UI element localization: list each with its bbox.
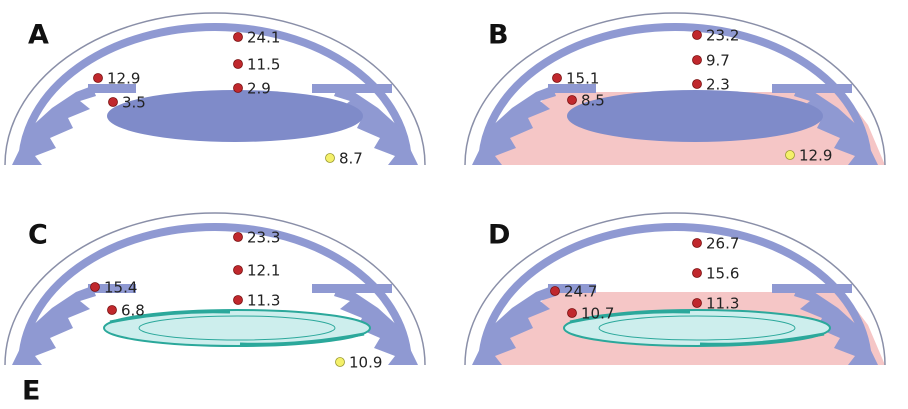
eye-panel: D 26.7 15.6 11.3 24.7 10.7 xyxy=(465,213,885,365)
measure-value: 15.1 xyxy=(566,70,599,88)
measure-point xyxy=(234,60,243,69)
angle-left xyxy=(12,286,96,365)
measure-value: 6.8 xyxy=(121,302,145,320)
measure-value: 24.7 xyxy=(564,283,597,301)
measure-point xyxy=(94,74,103,83)
measure-point xyxy=(693,299,702,308)
measure-value: 23.3 xyxy=(247,229,280,247)
eye-panel: B 23.2 9.7 2.3 15.1 8.5 12.9 xyxy=(465,13,885,165)
measure-value: 11.5 xyxy=(247,56,280,74)
measure-point xyxy=(234,33,243,42)
lens xyxy=(567,90,823,142)
measure-value: 3.5 xyxy=(122,94,146,112)
measure-point xyxy=(326,154,335,163)
panel-label: A xyxy=(28,20,49,51)
iris-right xyxy=(312,284,392,293)
measure-point xyxy=(553,74,562,83)
measure-point xyxy=(693,239,702,248)
measure-point xyxy=(568,96,577,105)
eye-panel: C 23.3 12.1 11.3 15.4 6.8 10.9 xyxy=(5,213,425,372)
measure-value: 26.7 xyxy=(706,235,739,253)
measure-point xyxy=(336,358,345,367)
measure-value: 12.9 xyxy=(799,147,832,165)
measure-point xyxy=(551,287,560,296)
iris-right xyxy=(772,84,852,93)
measure-value: 10.9 xyxy=(349,354,382,372)
eye-panel: A 24.1 11.5 2.9 12.9 3.5 8.7 xyxy=(5,13,425,168)
panel-label: C xyxy=(28,220,48,251)
measure-value: 12.9 xyxy=(107,70,140,88)
measure-point xyxy=(786,151,795,160)
measure-value: 11.3 xyxy=(247,292,280,310)
measure-point xyxy=(108,306,117,315)
measure-point xyxy=(693,31,702,40)
iris-right xyxy=(772,284,852,293)
measure-value: 23.2 xyxy=(706,27,739,45)
measure-value: 11.3 xyxy=(706,295,739,313)
measure-value: 2.3 xyxy=(706,76,730,94)
measure-value: 15.4 xyxy=(104,279,137,297)
figure: E A 24.1 11.5 2.9 12.9 3.5 8.7 B 23.2 9.7 2.3 15.1 8… xyxy=(0,0,908,409)
measure-point xyxy=(693,56,702,65)
measure-point xyxy=(234,296,243,305)
measure-value: 8.5 xyxy=(581,92,605,110)
measure-value: 15.6 xyxy=(706,265,739,283)
measure-point xyxy=(568,309,577,318)
measure-value: 12.1 xyxy=(247,262,280,280)
measure-point xyxy=(693,269,702,278)
measure-point xyxy=(109,98,118,107)
measure-point xyxy=(234,266,243,275)
measure-point xyxy=(91,283,100,292)
angle-left xyxy=(12,86,96,165)
iris-right xyxy=(312,84,392,93)
measure-value: 24.1 xyxy=(247,29,280,47)
measure-point xyxy=(234,233,243,242)
measure-point xyxy=(693,80,702,89)
measure-value: 10.7 xyxy=(581,305,614,323)
panel-label: B xyxy=(488,20,509,51)
measure-value: 2.9 xyxy=(247,80,271,98)
measure-value: 9.7 xyxy=(706,52,730,70)
measure-point xyxy=(234,84,243,93)
measure-value: 8.7 xyxy=(339,150,363,168)
panel-label: D xyxy=(488,220,510,251)
panel-label: E xyxy=(22,376,40,407)
